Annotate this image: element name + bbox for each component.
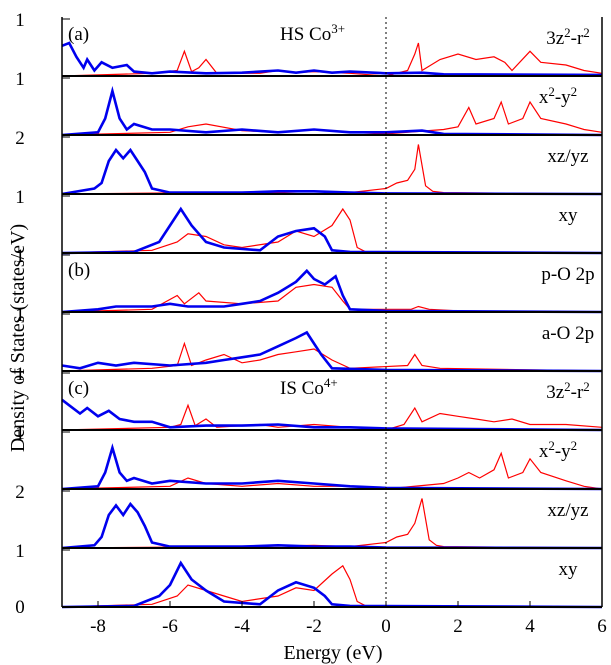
y-tick-label: 1 bbox=[15, 187, 25, 208]
y-tick-label: 0 bbox=[15, 597, 25, 618]
blue-dos-curve bbox=[62, 504, 602, 548]
panel-letter: (c) bbox=[68, 378, 89, 399]
red-dos-curve bbox=[62, 43, 602, 76]
blue-dos-curve bbox=[62, 209, 602, 253]
y-tick-label: 2 bbox=[15, 482, 25, 503]
red-dos-curve bbox=[62, 566, 602, 607]
orbital-label: x2-y2 bbox=[539, 84, 577, 109]
y-tick-label: 2 bbox=[15, 128, 25, 149]
panel-3: 2 xz/yz bbox=[15, 128, 602, 194]
panel-letter: (b) bbox=[68, 260, 90, 281]
panel-8: 1x2-y2 bbox=[15, 423, 602, 489]
panel-7: 1(c) IS Co4+ 3z2-r2 bbox=[15, 364, 602, 430]
blue-dos-curve bbox=[62, 563, 602, 607]
x-axis: -8 -6 -4 -2 0 2 4 6 bbox=[62, 17, 607, 637]
blue-dos-curve bbox=[62, 43, 602, 75]
panel-title: IS Co4+ bbox=[280, 375, 338, 400]
panel-2: 1 x2-y2 bbox=[15, 69, 602, 135]
x-tick-label: -4 bbox=[234, 616, 250, 637]
blue-dos-curve bbox=[62, 150, 602, 194]
red-dos-curve bbox=[62, 209, 602, 253]
orbital-label: xz/yz bbox=[547, 146, 588, 167]
panel-5: 1(b) p-O 2p bbox=[15, 246, 602, 312]
panel-letter: (a) bbox=[68, 24, 89, 45]
x-tick-label: -6 bbox=[162, 616, 178, 637]
panel-6: 1a-O 2p bbox=[15, 305, 602, 371]
panel-1: 1 (a) HS Co3+ 3z2-r2 bbox=[15, 10, 602, 76]
orbital-label: xz/yz bbox=[547, 500, 588, 521]
orbital-label: x2-y2 bbox=[539, 438, 577, 463]
blue-dos-curve bbox=[62, 448, 602, 489]
y-tick-label: 1 bbox=[15, 10, 25, 31]
y-axis-label: Density of States (states/eV) bbox=[7, 224, 29, 452]
orbital-label: p-O 2p bbox=[541, 264, 594, 285]
orbital-label: xy bbox=[559, 559, 579, 580]
orbital-label: a-O 2p bbox=[542, 323, 594, 344]
orbital-label: 3z2-r2 bbox=[546, 25, 590, 50]
x-tick-label: 0 bbox=[381, 616, 391, 637]
panel-4: 1 xy bbox=[15, 187, 602, 253]
orbital-label: xy bbox=[559, 205, 579, 226]
x-tick-label: 6 bbox=[597, 616, 607, 637]
x-tick-label: -2 bbox=[306, 616, 322, 637]
panel-title: HS Co3+ bbox=[280, 21, 345, 46]
panel-9: 2 xz/yz bbox=[15, 482, 602, 548]
blue-dos-curve bbox=[62, 333, 602, 372]
panel-10: 1 xy bbox=[15, 541, 602, 607]
x-tick-label: 2 bbox=[453, 616, 463, 637]
x-axis-label: Energy (eV) bbox=[283, 642, 382, 664]
y-tick-label: 1 bbox=[15, 69, 25, 90]
orbital-label: 3z2-r2 bbox=[546, 379, 590, 404]
blue-dos-curve bbox=[62, 271, 602, 312]
x-tick-label: -8 bbox=[90, 616, 106, 637]
y-tick-label: 1 bbox=[15, 541, 25, 562]
x-tick-label: 4 bbox=[525, 616, 535, 637]
blue-dos-curve bbox=[62, 91, 602, 135]
red-dos-curve bbox=[62, 285, 602, 313]
